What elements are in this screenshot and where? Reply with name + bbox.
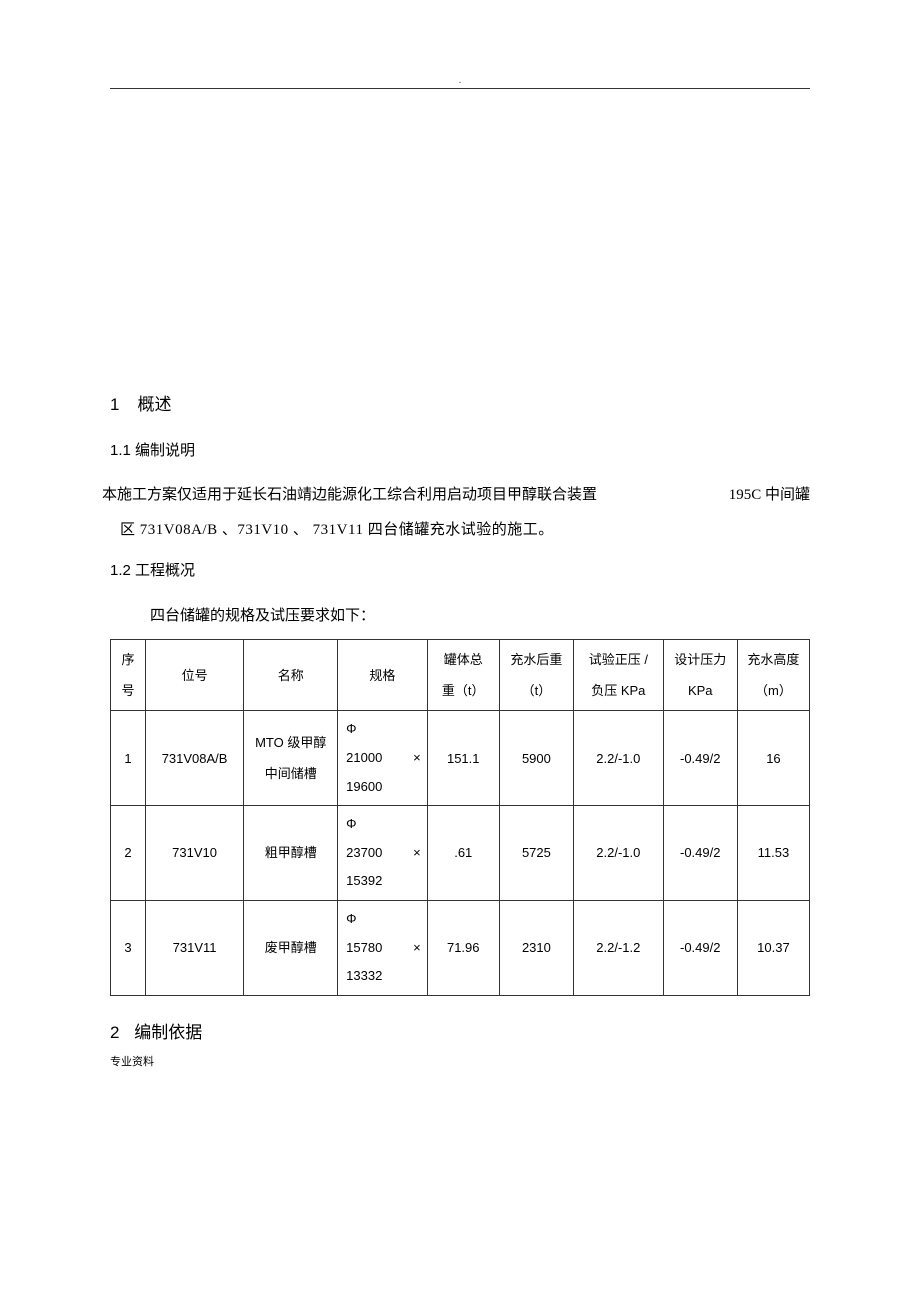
th-tw-l2: 重（t） (434, 675, 493, 706)
th-fw-l1: 充水后重 (506, 644, 567, 675)
th-filled-weight: 充水后重 （t） (499, 640, 573, 711)
td-spec-d1: 21000 (346, 750, 382, 765)
td-spec-d1: 15780 (346, 940, 382, 955)
td-name-l1: MTO 级甲醇 (250, 727, 331, 758)
td-spec: Φ 23700 × 15392 (338, 806, 428, 901)
td-test-pressure: 2.2/-1.2 (574, 900, 664, 995)
td-spec-phi: Φ (346, 905, 421, 934)
td-pos: 731V11 (145, 900, 243, 995)
td-filled-weight: 5900 (499, 711, 573, 806)
subsection-1-2-number: 1.2 (110, 562, 131, 579)
section-2-number: 2 (110, 1023, 119, 1042)
th-tp-l2: 负压 KPa (580, 675, 657, 706)
td-name: 粗甲醇槽 (244, 806, 338, 901)
table-row: 3 731V11 废甲醇槽 Φ 15780 × 13332 71.96 2310… (111, 900, 810, 995)
td-fill-height: 16 (737, 711, 809, 806)
td-test-pressure: 2.2/-1.0 (574, 711, 664, 806)
td-seq: 1 (111, 711, 146, 806)
td-spec-times: × (413, 934, 421, 963)
footer-label: 专业资料 (110, 1053, 810, 1069)
th-total-weight: 罐体总 重（t） (427, 640, 499, 711)
paragraph-text-1a: 本施工方案仅适用于延长石油靖边能源化工综合利用启动项目甲醇联合装置 (102, 478, 597, 513)
th-dp-l2: KPa (670, 675, 731, 706)
td-seq: 3 (111, 900, 146, 995)
th-tw-l1: 罐体总 (434, 644, 493, 675)
td-name: MTO 级甲醇 中间储槽 (244, 711, 338, 806)
paragraph-line-2: 区 731V08A/B 、731V10 、 731V11 四台储罐充水试验的施工… (120, 513, 554, 548)
th-fw-l2: （t） (506, 675, 567, 706)
section-1-title: 概述 (137, 390, 171, 415)
td-name: 废甲醇槽 (244, 900, 338, 995)
td-spec-phi: Φ (346, 715, 421, 744)
td-total-weight: 71.96 (427, 900, 499, 995)
td-total-weight: .61 (427, 806, 499, 901)
td-spec-d1: 23700 (346, 845, 382, 860)
td-spec-d2: 13332 (346, 962, 421, 991)
td-spec-times: × (413, 839, 421, 868)
content-area: 1 概述 1.1 编制说明 本施工方案仅适用于延长石油靖边能源化工综合利用启动项… (110, 390, 810, 1069)
th-seq-l2: 号 (117, 675, 139, 706)
td-fill-height: 11.53 (737, 806, 809, 901)
td-total-weight: 151.1 (427, 711, 499, 806)
td-spec-dims: 23700 × (346, 839, 421, 868)
td-filled-weight: 5725 (499, 806, 573, 901)
td-test-pressure: 2.2/-1.0 (574, 806, 664, 901)
td-spec-dims: 21000 × (346, 744, 421, 773)
th-dp-l1: 设计压力 (670, 644, 731, 675)
td-pos: 731V08A/B (145, 711, 243, 806)
th-seq: 序 号 (111, 640, 146, 711)
paragraph-1-1: 本施工方案仅适用于延长石油靖边能源化工综合利用启动项目甲醇联合装置 195C 中… (102, 478, 810, 547)
td-pos: 731V10 (145, 806, 243, 901)
td-spec: Φ 21000 × 19600 (338, 711, 428, 806)
th-name: 名称 (244, 640, 338, 711)
td-name-l2: 中间储槽 (250, 758, 331, 789)
th-fill-height: 充水高度 （m） (737, 640, 809, 711)
header-mark: . (459, 75, 462, 86)
table-header: 序 号 位号 名称 规格 罐体总 重（t） 充水后重 （t） 试 (111, 640, 810, 711)
td-spec-d2: 19600 (346, 773, 421, 802)
td-spec-phi: Φ (346, 810, 421, 839)
th-spec: 规格 (338, 640, 428, 711)
tank-spec-table: 序 号 位号 名称 规格 罐体总 重（t） 充水后重 （t） 试 (110, 639, 810, 996)
th-fh-l2: （m） (744, 675, 803, 706)
header-rule (110, 88, 810, 89)
td-seq: 2 (111, 806, 146, 901)
subsection-1-1-heading: 1.1 编制说明 (110, 439, 810, 460)
th-pos: 位号 (145, 640, 243, 711)
section-1-number: 1 (110, 395, 119, 415)
td-spec: Φ 15780 × 13332 (338, 900, 428, 995)
table-header-row: 序 号 位号 名称 规格 罐体总 重（t） 充水后重 （t） 试 (111, 640, 810, 711)
table-intro-text: 四台储罐的规格及试压要求如下： (150, 604, 810, 625)
subsection-1-2-heading: 1.2 工程概况 (110, 559, 810, 580)
table-body: 1 731V08A/B MTO 级甲醇 中间储槽 Φ 21000 × 19600 (111, 711, 810, 995)
td-spec-dims: 15780 × (346, 934, 421, 963)
section-2-heading: 2 编制依据 (110, 1018, 810, 1043)
td-fill-height: 10.37 (737, 900, 809, 995)
subsection-1-2-title: 工程概况 (135, 562, 195, 579)
th-seq-l1: 序 (117, 644, 139, 675)
td-spec-times: × (413, 744, 421, 773)
td-spec-d2: 15392 (346, 867, 421, 896)
paragraph-line-1: 本施工方案仅适用于延长石油靖边能源化工综合利用启动项目甲醇联合装置 195C 中… (102, 478, 810, 513)
subsection-1-1-title: 编制说明 (135, 442, 195, 459)
paragraph-text-1b: 195C 中间罐 (729, 478, 810, 513)
th-tp-l1: 试验正压 / (580, 644, 657, 675)
subsection-1-1-number: 1.1 (110, 442, 131, 459)
td-design-pressure: -0.49/2 (663, 806, 737, 901)
td-design-pressure: -0.49/2 (663, 711, 737, 806)
td-filled-weight: 2310 (499, 900, 573, 995)
table-row: 1 731V08A/B MTO 级甲醇 中间储槽 Φ 21000 × 19600 (111, 711, 810, 806)
section-2-title: 编制依据 (134, 1023, 202, 1042)
th-design-pressure: 设计压力 KPa (663, 640, 737, 711)
td-design-pressure: -0.49/2 (663, 900, 737, 995)
section-1-heading: 1 概述 (110, 390, 810, 415)
table-row: 2 731V10 粗甲醇槽 Φ 23700 × 15392 .61 5725 2… (111, 806, 810, 901)
document-page: . 1 概述 1.1 编制说明 本施工方案仅适用于延长石油靖边能源化工综合利用启… (0, 0, 920, 1303)
th-test-pressure: 试验正压 / 负压 KPa (574, 640, 664, 711)
th-fh-l1: 充水高度 (744, 644, 803, 675)
